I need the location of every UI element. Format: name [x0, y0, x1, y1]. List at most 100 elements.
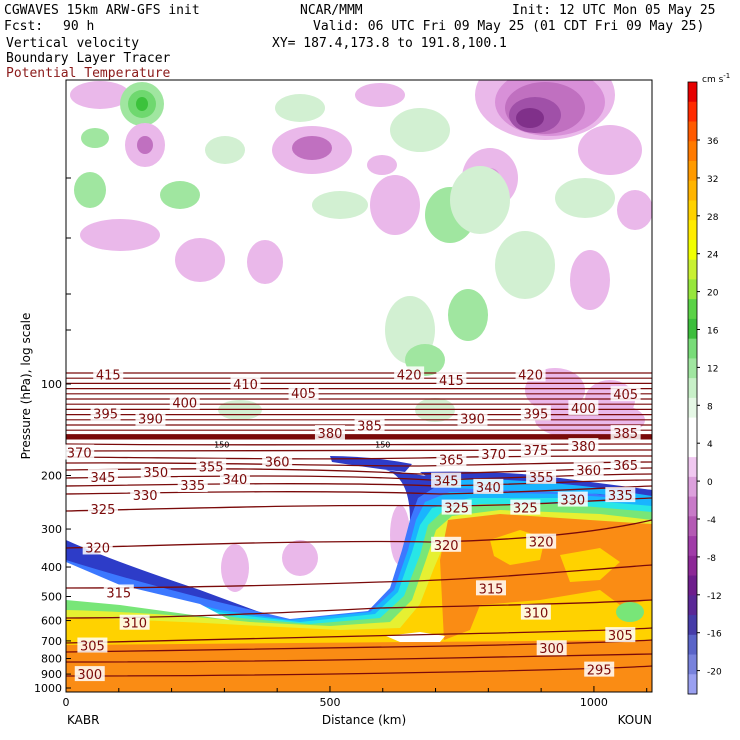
colorbar-label: -20	[707, 668, 722, 678]
svg-text:375: 375	[523, 444, 548, 459]
updraft-region	[312, 191, 368, 219]
colorbar-label: 0	[707, 478, 713, 488]
theta-label: 355	[196, 458, 227, 476]
colorbar-label: -12	[707, 592, 722, 602]
theta-label: 325	[441, 499, 472, 517]
y-tick-label: 400	[41, 561, 62, 574]
colorbar-swatch	[688, 338, 697, 359]
downdraft-region	[137, 136, 153, 154]
theta-label: 305	[77, 637, 108, 655]
downdraft-region	[578, 125, 642, 175]
svg-text:340: 340	[223, 473, 248, 488]
left-station-label: KABR	[67, 713, 99, 727]
isentrope	[66, 519, 652, 549]
isentrope	[66, 443, 652, 446]
colorbar-label: 20	[707, 289, 719, 299]
tropopause-label: 150	[214, 440, 229, 449]
colorbar-swatch	[688, 674, 697, 695]
updraft-region	[555, 178, 615, 218]
svg-text:330: 330	[133, 489, 158, 504]
downdraft-region	[175, 238, 225, 282]
forecast-hour: 90 h	[63, 19, 95, 34]
svg-text:370: 370	[67, 446, 92, 461]
colorbar-swatch	[688, 536, 697, 557]
isentrope	[66, 424, 652, 426]
theta-label: 420	[515, 366, 546, 383]
theta-label: 355	[526, 468, 557, 486]
svg-text:395: 395	[93, 407, 118, 422]
svg-text:325: 325	[91, 503, 116, 518]
downdraft-region	[282, 540, 318, 576]
theta-label: 295	[584, 661, 615, 679]
y-tick-label: 900	[41, 668, 62, 681]
y-tick-label: 300	[41, 523, 62, 536]
svg-text:380: 380	[318, 427, 343, 442]
y-tick-label: 100	[41, 378, 62, 391]
theta-label: 365	[436, 451, 467, 468]
svg-text:310: 310	[523, 607, 548, 622]
svg-text:420: 420	[397, 368, 422, 383]
theta-label: 310	[520, 604, 551, 622]
svg-text:305: 305	[608, 629, 633, 644]
colorbar-swatch	[688, 299, 697, 320]
svg-text:330: 330	[560, 494, 585, 509]
colorbar-unit: cm s-1	[702, 72, 730, 85]
colorbar-swatch	[688, 121, 697, 142]
colorbar-swatch	[688, 615, 697, 636]
updraft-region	[160, 181, 200, 209]
theta-label: 390	[457, 410, 488, 428]
isentrope	[66, 479, 652, 487]
y-axis-label: Pressure (hPa), log scale	[19, 313, 33, 460]
colorbar-label: 24	[707, 251, 719, 261]
field-vertical-velocity: Vertical velocity	[6, 36, 140, 51]
colorbar-swatch	[688, 318, 697, 340]
theta-label: 340	[219, 470, 250, 488]
plot-area	[66, 80, 652, 692]
theta-label: 400	[568, 400, 599, 417]
theta-label: 340	[473, 478, 504, 496]
colorbar-label: 28	[707, 213, 719, 223]
theta-label: 320	[82, 539, 113, 556]
model-title: CGWAVES 15km ARW-GFS init	[4, 3, 200, 18]
svg-text:325: 325	[444, 502, 469, 517]
colorbar-swatch	[688, 417, 697, 438]
svg-text:355: 355	[199, 461, 224, 476]
y-tick-label: 500	[41, 590, 62, 603]
theta-label: 415	[93, 366, 124, 383]
x-tick-label: 0	[63, 696, 70, 709]
colorbar-label: 8	[707, 402, 713, 412]
theta-label: 315	[103, 584, 134, 601]
theta-label: 305	[605, 627, 636, 644]
valid-time: Valid: 06 UTC Fri 09 May 25 (01 CDT Fri …	[313, 19, 705, 34]
isentrope	[66, 599, 652, 619]
downdraft-region	[221, 544, 249, 592]
theta-label: 330	[130, 487, 161, 504]
svg-text:320: 320	[434, 539, 459, 554]
x-tick-label: 500	[319, 696, 340, 709]
isentrope	[66, 653, 652, 663]
y-tick-label: 600	[41, 615, 62, 628]
theta-label: 335	[177, 477, 208, 494]
colorbar-swatch	[688, 437, 697, 458]
theta-label: 360	[573, 462, 604, 479]
svg-text:365: 365	[613, 459, 638, 474]
theta-label: 315	[475, 580, 506, 597]
colorbar-swatch	[688, 555, 697, 577]
colorbar-swatch	[688, 575, 697, 596]
right-station-label: KOUN	[618, 713, 652, 727]
svg-text:390: 390	[460, 413, 485, 428]
svg-text:355: 355	[529, 471, 554, 486]
theta-label: 365	[610, 457, 641, 474]
theta-label: 405	[288, 384, 319, 402]
svg-text:345: 345	[434, 475, 459, 490]
theta-label: 420	[394, 366, 425, 383]
svg-text:370: 370	[481, 448, 506, 463]
svg-text:360: 360	[265, 456, 290, 471]
theta-label: 405	[610, 386, 641, 403]
svg-text:405: 405	[291, 387, 316, 402]
updraft-region	[275, 94, 325, 122]
svg-text:400: 400	[571, 402, 596, 417]
downdraft-region	[370, 175, 420, 235]
svg-text:350: 350	[143, 466, 168, 481]
svg-text:360: 360	[576, 464, 601, 479]
